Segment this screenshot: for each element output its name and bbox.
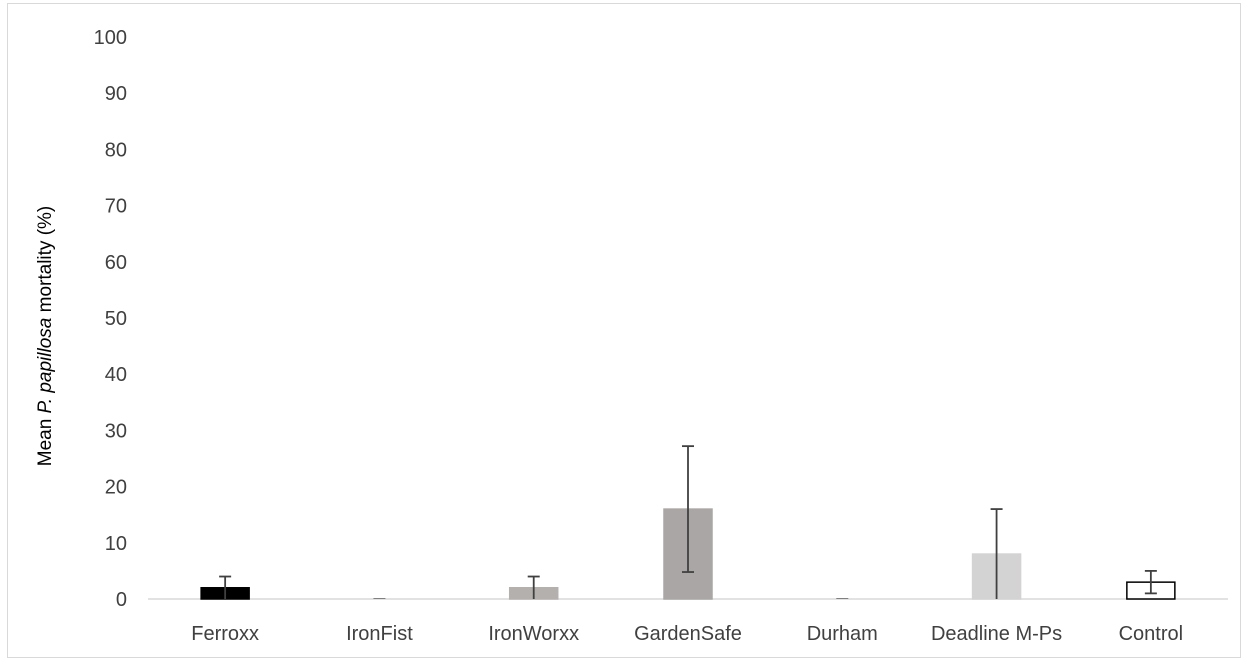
y-tick-label: 80 xyxy=(105,139,127,161)
y-tick-label: 40 xyxy=(105,364,127,386)
y-axis-label: Mean P. papillosa mortality (%) xyxy=(35,206,56,467)
x-tick-label: GardenSafe xyxy=(634,623,742,645)
x-tick-labels: Ferroxx IronFist IronWorxx GardenSafe Durham… xyxy=(191,623,1183,645)
y-tick-label: 90 xyxy=(105,83,127,105)
y-tick-label: 0 xyxy=(116,589,127,611)
y-tick-label: 70 xyxy=(105,196,127,218)
x-tick-label: Control xyxy=(1119,623,1183,645)
error-bar-control xyxy=(1144,570,1157,595)
error-bar-deadline-m-ps xyxy=(990,508,1003,599)
x-tick-label: IronFist xyxy=(346,623,413,645)
x-tick-label: IronWorxx xyxy=(488,623,579,645)
y-tick-label: 10 xyxy=(105,533,127,555)
error-bar-gardensafe xyxy=(682,445,694,573)
x-tick-label: Durham xyxy=(807,623,878,645)
y-tick-label: 100 xyxy=(94,27,127,49)
chart-frame xyxy=(7,3,1241,658)
y-axis-label-species: P. papillosa xyxy=(35,318,56,414)
error-bars-group xyxy=(219,445,1157,599)
x-tick-label: Ferroxx xyxy=(191,623,259,645)
y-tick-label: 20 xyxy=(105,477,127,499)
y-tick-label: 50 xyxy=(105,308,127,330)
error-bar-ferroxx xyxy=(219,575,232,599)
y-axis-label-part-2: mortality (%) xyxy=(35,206,56,318)
error-bar-ironworxx xyxy=(527,575,540,599)
x-tick-label: Deadline M-Ps xyxy=(931,623,1062,645)
y-tick-label: 30 xyxy=(105,420,127,442)
y-axis-label-part-1: Mean xyxy=(35,413,56,466)
y-tick-labels: 0 10 20 30 40 50 60 70 80 90 100 xyxy=(94,27,127,611)
y-tick-label: 60 xyxy=(105,252,127,274)
